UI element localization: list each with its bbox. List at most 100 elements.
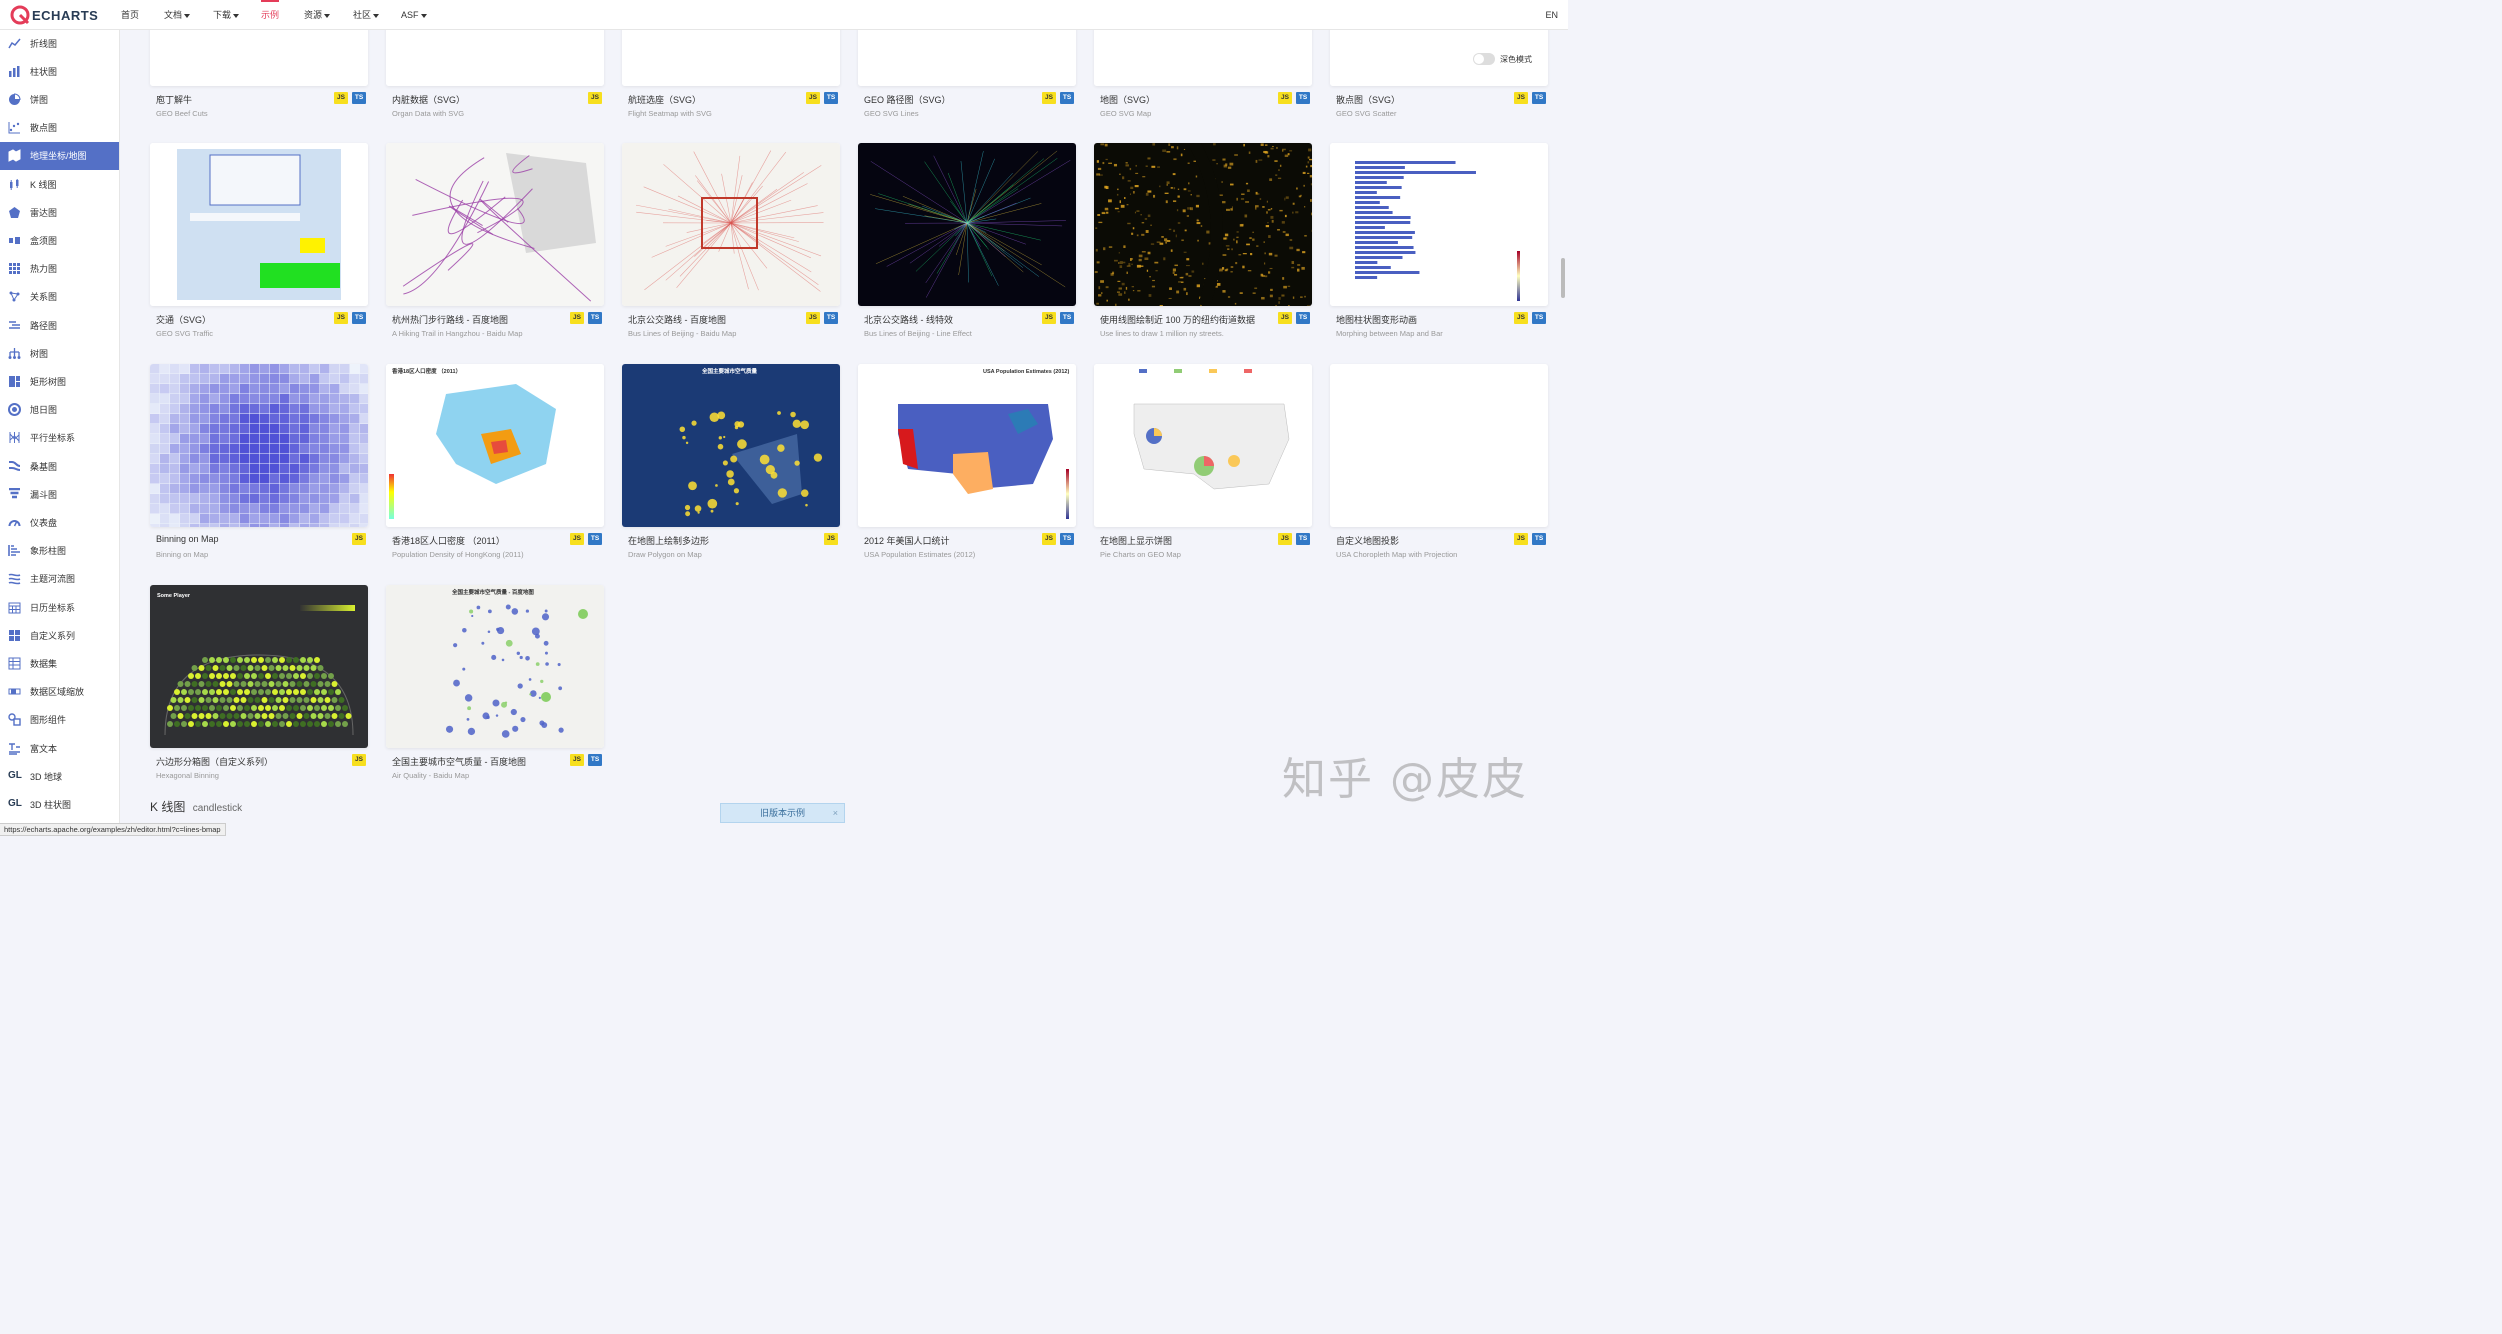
js-badge[interactable]: JS <box>1042 533 1056 545</box>
sidebar-item-5[interactable]: K 线图 <box>0 170 119 198</box>
sidebar-item-21[interactable]: 自定义系列 <box>0 621 119 649</box>
sidebar-item-1[interactable]: 柱状图 <box>0 57 119 85</box>
example-thumbnail[interactable] <box>386 30 604 86</box>
ts-badge[interactable]: TS <box>1532 533 1546 545</box>
example-thumbnail[interactable]: Some Player <box>150 585 368 748</box>
sidebar-item-6[interactable]: 雷达图 <box>0 198 119 226</box>
js-badge[interactable]: JS <box>334 312 348 324</box>
sidebar-item-0[interactable]: 折线图 <box>0 30 119 57</box>
ts-badge[interactable]: TS <box>1060 92 1074 104</box>
sidebar-item-25[interactable]: 富文本 <box>0 734 119 762</box>
js-badge[interactable]: JS <box>570 754 584 766</box>
example-thumbnail[interactable] <box>1330 143 1548 306</box>
js-badge[interactable]: JS <box>1514 312 1528 324</box>
language-switch[interactable]: EN <box>1545 10 1558 20</box>
ts-badge[interactable]: TS <box>1532 92 1546 104</box>
example-title[interactable]: Binning on Map <box>156 534 219 544</box>
sidebar-item-19[interactable]: 主题河流图 <box>0 565 119 593</box>
js-badge[interactable]: JS <box>352 533 366 545</box>
example-title[interactable]: 在地图上绘制多边形 <box>628 536 710 546</box>
ts-badge[interactable]: TS <box>588 754 602 766</box>
dark-mode-toggle[interactable]: 深色模式 <box>1470 52 1535 66</box>
example-thumbnail[interactable] <box>622 30 840 86</box>
sidebar-item-15[interactable]: 桑基图 <box>0 452 119 480</box>
example-title[interactable]: 2012 年美国人口统计 <box>864 536 950 546</box>
example-title[interactable]: 地图柱状图变形动画 <box>1336 315 1418 325</box>
example-thumbnail[interactable]: 香港18区人口密度 （2011） <box>386 364 604 527</box>
example-title[interactable]: 交通（SVG） <box>156 315 212 325</box>
example-thumbnail[interactable] <box>622 143 840 306</box>
sidebar-item-14[interactable]: 平行坐标系 <box>0 424 119 452</box>
example-title[interactable]: 内脏数据（SVG） <box>392 95 466 105</box>
sidebar-item-22[interactable]: 数据集 <box>0 649 119 677</box>
js-badge[interactable]: JS <box>824 533 838 545</box>
example-thumbnail[interactable]: 全国主要城市空气质量 <box>622 364 840 527</box>
sidebar-item-13[interactable]: 旭日图 <box>0 396 119 424</box>
ts-badge[interactable]: TS <box>1532 312 1546 324</box>
js-badge[interactable]: JS <box>806 92 820 104</box>
js-badge[interactable]: JS <box>1514 533 1528 545</box>
js-badge[interactable]: JS <box>1042 92 1056 104</box>
js-badge[interactable]: JS <box>1042 312 1056 324</box>
js-badge[interactable]: JS <box>570 533 584 545</box>
js-badge[interactable]: JS <box>334 92 348 104</box>
echarts-logo[interactable]: ECHARTS <box>10 5 98 25</box>
sidebar-item-8[interactable]: 热力图 <box>0 255 119 283</box>
sidebar-item-9[interactable]: 关系图 <box>0 283 119 311</box>
example-title[interactable]: 香港18区人口密度 （2011） <box>392 536 505 546</box>
example-thumbnail[interactable] <box>1094 143 1312 306</box>
sidebar-item-3[interactable]: 散点图 <box>0 114 119 142</box>
ts-badge[interactable]: TS <box>588 533 602 545</box>
nav-item-1[interactable]: 文档 <box>164 0 191 30</box>
example-title[interactable]: 杭州热门步行路线 - 百度地图 <box>392 315 508 325</box>
sidebar-item-17[interactable]: 仪表盘 <box>0 508 119 536</box>
js-badge[interactable]: JS <box>1278 533 1292 545</box>
example-thumbnail[interactable] <box>150 364 368 527</box>
sidebar-item-11[interactable]: 树图 <box>0 339 119 367</box>
ts-badge[interactable]: TS <box>352 312 366 324</box>
example-title[interactable]: 使用线图绘制近 100 万的纽约街道数据 <box>1100 315 1256 325</box>
ts-badge[interactable]: TS <box>824 92 838 104</box>
nav-item-2[interactable]: 下载 <box>213 0 240 30</box>
example-thumbnail[interactable]: Visit Route <box>858 30 1076 86</box>
nav-item-5[interactable]: 社区 <box>353 0 380 30</box>
example-thumbnail[interactable]: 全国主要城市空气质量 - 百度地图 <box>386 585 604 748</box>
js-badge[interactable]: JS <box>352 754 366 766</box>
old-version-banner[interactable]: 旧版本示例 × <box>720 803 845 823</box>
sidebar-item-27[interactable]: GL 3D 柱状图 <box>0 790 119 818</box>
example-title[interactable]: 地图（SVG） <box>1100 95 1156 105</box>
example-title[interactable]: GEO 路径图（SVG） <box>864 95 951 105</box>
js-badge[interactable]: JS <box>1514 92 1528 104</box>
example-thumbnail[interactable] <box>1094 364 1312 527</box>
example-title[interactable]: 庖丁解牛 <box>156 95 193 105</box>
example-thumbnail[interactable] <box>150 143 368 306</box>
example-title[interactable]: 自定义地图投影 <box>1336 536 1400 546</box>
nav-item-3[interactable]: 示例 <box>261 0 280 30</box>
ts-badge[interactable]: TS <box>1060 312 1074 324</box>
example-title[interactable]: 六边形分箱图（自定义系列） <box>156 757 274 767</box>
example-title[interactable]: 散点图（SVG） <box>1336 95 1401 105</box>
nav-item-6[interactable]: ASF <box>401 0 427 30</box>
ts-badge[interactable]: TS <box>1296 533 1310 545</box>
sidebar-item-4[interactable]: 地理坐标/地图 <box>0 141 119 170</box>
sidebar-item-18[interactable]: 象形柱图 <box>0 537 119 565</box>
sidebar-item-23[interactable]: 数据区域缩放 <box>0 678 119 706</box>
sidebar-item-26[interactable]: GL 3D 地球 <box>0 762 119 790</box>
close-icon[interactable]: × <box>832 808 838 818</box>
example-thumbnail[interactable] <box>150 30 368 86</box>
toggle-switch[interactable] <box>1473 53 1495 65</box>
sidebar-item-12[interactable]: 矩形树图 <box>0 367 119 395</box>
sidebar-item-2[interactable]: 饼图 <box>0 85 119 113</box>
example-thumbnail[interactable]: USA Population Estimates (2012) <box>858 364 1076 527</box>
ts-badge[interactable]: TS <box>1060 533 1074 545</box>
example-thumbnail[interactable] <box>858 143 1076 306</box>
example-thumbnail[interactable] <box>1094 30 1312 86</box>
scrollbar-thumb[interactable] <box>1561 258 1565 298</box>
nav-item-4[interactable]: 资源 <box>304 0 331 30</box>
sidebar-item-16[interactable]: 漏斗图 <box>0 480 119 508</box>
example-title[interactable]: 北京公交路线 - 百度地图 <box>628 315 726 325</box>
js-badge[interactable]: JS <box>570 312 584 324</box>
example-title[interactable]: 在地图上显示饼图 <box>1100 536 1173 546</box>
nav-item-0[interactable]: 首页 <box>121 0 139 30</box>
example-title[interactable]: 全国主要城市空气质量 - 百度地图 <box>392 757 526 767</box>
